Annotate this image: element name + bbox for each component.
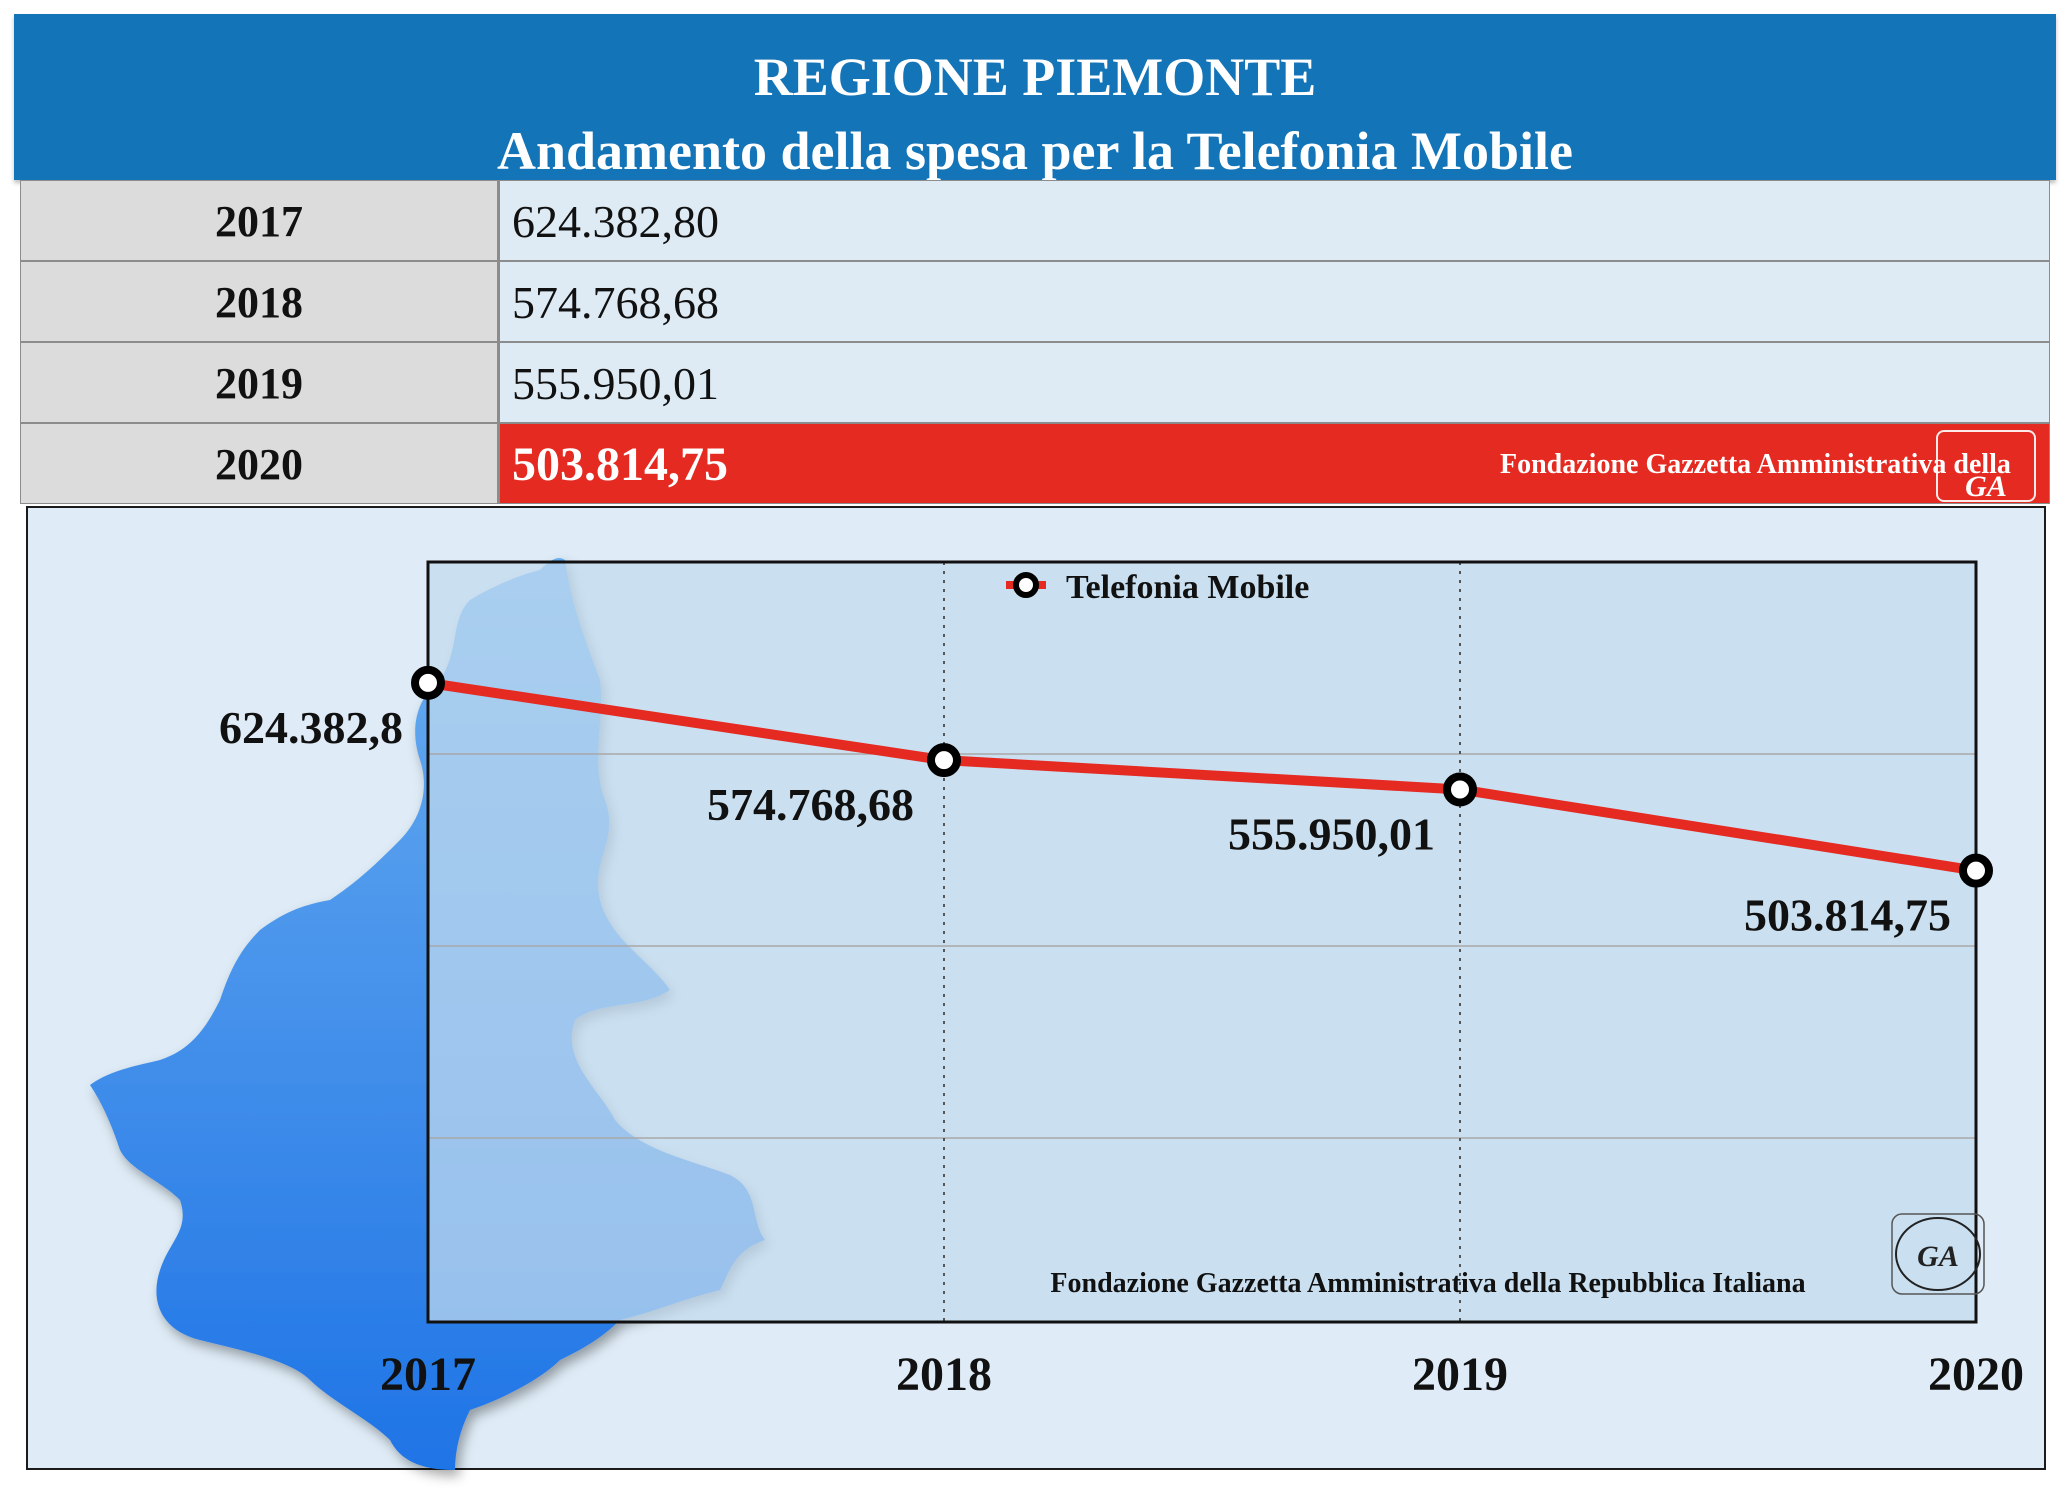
x-tick-label: 2018 bbox=[896, 1348, 992, 1401]
table-row: 2018 574.768,68 bbox=[20, 261, 2050, 342]
page-subtitle: Andamento della spesa per la Telefonia M… bbox=[496, 121, 1574, 181]
table-row: 2019 555.950,01 bbox=[20, 342, 2050, 423]
highlight-value: 503.814,75 bbox=[512, 438, 728, 491]
data-point bbox=[1443, 772, 1477, 807]
chart-footer-note: Fondazione Gazzetta Amministrativa della… bbox=[1050, 1268, 1805, 1299]
value-cell: 574.768,68 bbox=[498, 261, 2050, 342]
series-line-telefonia-mobile bbox=[423, 677, 1981, 876]
table-row-highlight: 2020 503.814,75 Fondazione Gazzetta Ammi… bbox=[20, 423, 2050, 561]
chart-layer: 624.382,8 574.768,68 555.950,01 503.814,75 2… bbox=[219, 560, 2024, 1401]
table-row: 2017 624.382,80 bbox=[20, 180, 2050, 261]
x-tick-label: 2017 bbox=[380, 1348, 476, 1401]
data-point bbox=[1959, 853, 1993, 888]
x-tick-label: 2020 bbox=[1928, 1348, 2024, 1401]
year-cell: 2018 bbox=[20, 261, 498, 342]
data-label: 574.768,68 bbox=[707, 779, 914, 830]
legend-marker bbox=[1013, 572, 1039, 598]
x-tick-label: 2019 bbox=[1412, 1348, 1508, 1401]
plot-area bbox=[428, 562, 1976, 1322]
page-title: REGIONE PIEMONTE bbox=[753, 47, 1317, 107]
seal-text: GA bbox=[1965, 470, 2007, 503]
data-label: 624.382,8 bbox=[219, 702, 403, 753]
year-cell: 2019 bbox=[20, 342, 498, 423]
value-cell-highlight: 503.814,75 Fondazione Gazzetta Amministr… bbox=[498, 423, 2050, 561]
seal-logo: GA bbox=[1936, 430, 2036, 503]
value-cell: 624.382,80 bbox=[498, 180, 2050, 261]
value-cell: 555.950,01 bbox=[498, 342, 2050, 423]
data-point bbox=[927, 743, 961, 778]
data-point bbox=[411, 665, 445, 700]
plot-border bbox=[426, 560, 1978, 1324]
seal-logo-text: GA bbox=[1917, 1240, 1959, 1273]
year-cell: 2020 bbox=[20, 423, 498, 504]
legend-label: Telefonia Mobile bbox=[1066, 569, 1309, 606]
year-cell: 2017 bbox=[20, 180, 498, 261]
seal-logo-ring bbox=[1895, 1217, 1981, 1291]
data-label: 503.814,75 bbox=[1744, 890, 1951, 941]
header-banner: REGIONE PIEMONTE Andamento della spesa p… bbox=[14, 14, 2056, 180]
seal-logo-frame bbox=[1891, 1213, 1985, 1295]
data-label: 555.950,01 bbox=[1228, 808, 1435, 859]
